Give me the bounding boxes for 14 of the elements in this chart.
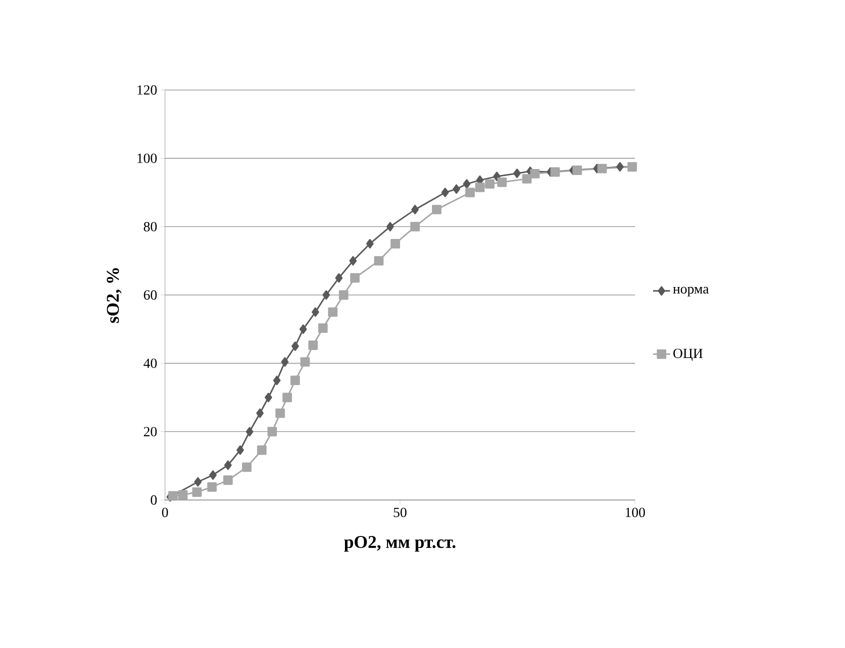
x-tick-label: 0 [162, 508, 168, 518]
y-tick-label: 20 [144, 426, 157, 436]
x-tick-label: 100 [626, 508, 645, 518]
y-tick-label: 40 [144, 358, 157, 368]
y-tick-label: 60 [144, 290, 157, 300]
legend-label: норма [673, 286, 709, 296]
y-axis-title: sO2, % [106, 268, 122, 323]
x-axis-title: pO2, мм рт.ст. [344, 536, 456, 552]
legend-label: ОЦИ [673, 348, 703, 361]
y-tick-label: 100 [138, 154, 157, 164]
x-tick-label: 50 [394, 508, 406, 518]
y-tick-label: 0 [150, 495, 157, 505]
y-tick-label: 80 [144, 222, 157, 232]
y-tick-label: 120 [138, 85, 157, 95]
